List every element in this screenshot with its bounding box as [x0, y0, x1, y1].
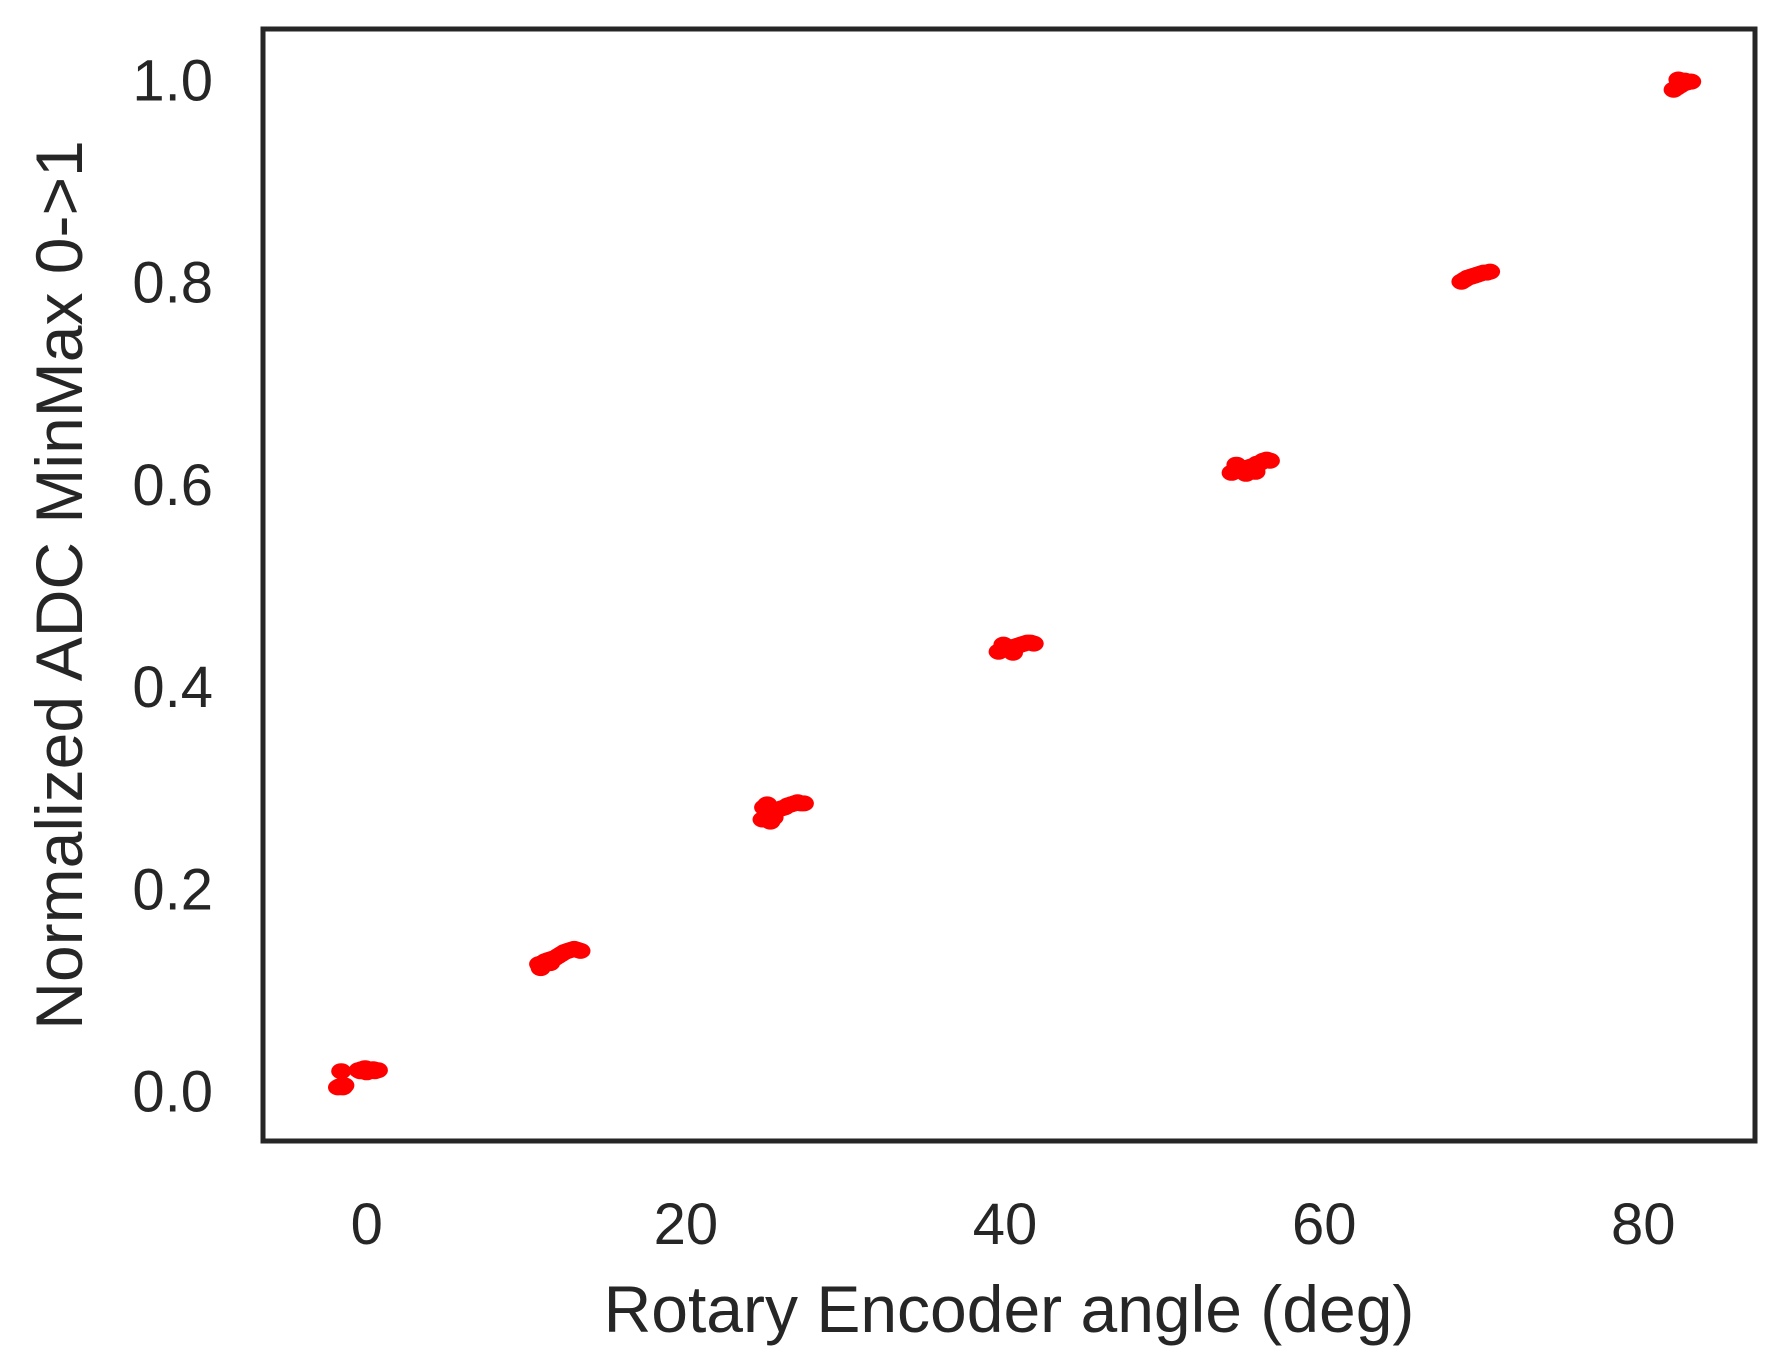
x-tick-labels: 0 20 40 60 80: [351, 1192, 1676, 1257]
x-tick-label: 60: [1292, 1192, 1357, 1257]
x-tick-label: 20: [654, 1192, 719, 1257]
data-point: [363, 1061, 384, 1078]
y-tick-label: 0.0: [132, 1060, 213, 1125]
data-point: [1245, 463, 1266, 480]
data-points: [328, 71, 1702, 1096]
data-point: [793, 795, 814, 812]
x-tick-label: 80: [1611, 1192, 1676, 1257]
data-point: [329, 1078, 350, 1095]
data-point: [540, 955, 561, 972]
y-tick-label: 0.8: [132, 251, 213, 316]
data-point: [1259, 452, 1280, 469]
data-point: [1023, 635, 1044, 652]
x-tick-label: 0: [351, 1192, 383, 1257]
plot-frame: [260, 26, 1758, 1144]
y-tick-label: 0.6: [132, 453, 213, 518]
data-point: [1674, 72, 1695, 89]
y-tick-label: 0.2: [132, 857, 213, 922]
data-point: [757, 796, 778, 813]
data-point: [763, 809, 784, 826]
y-tick-labels: 0.0 0.2 0.4 0.6 0.8 1.0: [132, 49, 213, 1125]
y-axis-label: Normalized ADC MinMax 0->1: [22, 140, 96, 1029]
data-point: [1480, 263, 1501, 280]
x-tick-label: 40: [973, 1192, 1038, 1257]
data-point: [1003, 644, 1023, 661]
y-tick-label: 0.4: [132, 655, 213, 720]
data-point: [331, 1063, 352, 1080]
y-tick-label: 1.0: [132, 49, 213, 114]
x-axis-label: Rotary Encoder angle (deg): [604, 1272, 1415, 1346]
data-point: [570, 942, 591, 959]
